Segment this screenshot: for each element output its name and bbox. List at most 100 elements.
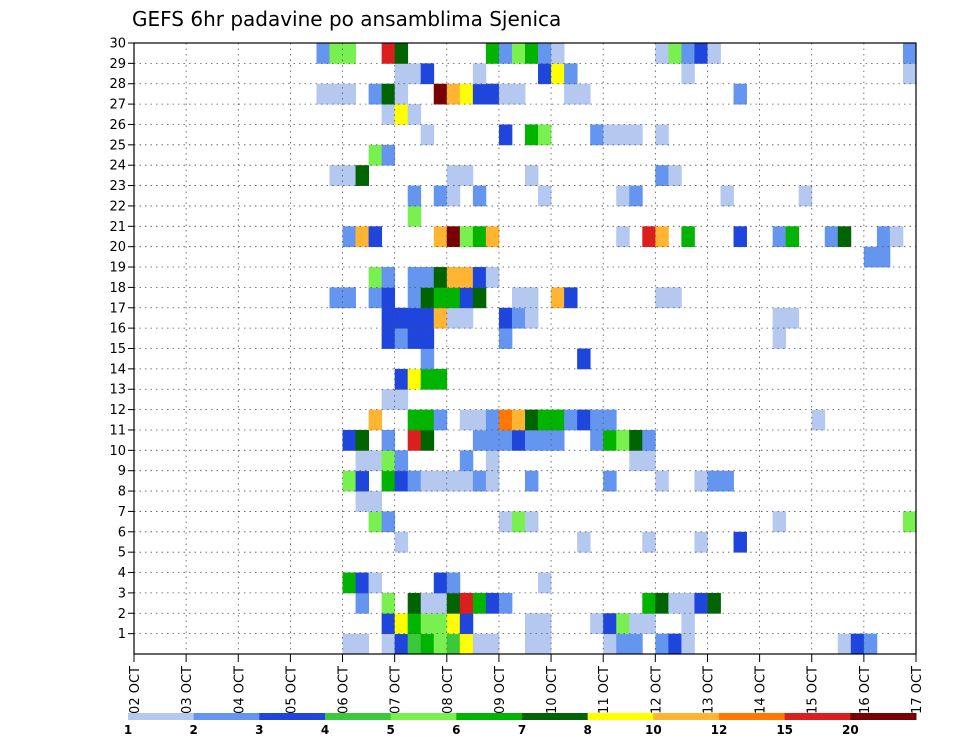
heatmap-cell [433, 267, 448, 288]
heatmap-cell [798, 185, 813, 207]
x-tick-label: 09 OCT [493, 666, 508, 714]
heatmap-cell [472, 83, 487, 105]
heatmap-cell [525, 287, 539, 309]
heatmap-cell [485, 592, 500, 614]
heatmap-cell [485, 633, 500, 655]
heatmap-cell [381, 613, 396, 635]
heatmap-cell [668, 165, 682, 186]
heatmap-cell [342, 83, 356, 105]
heatmap-cell [642, 450, 656, 472]
heatmap-cell [407, 328, 422, 349]
heatmap-cell [525, 633, 539, 655]
heatmap-cell [733, 531, 747, 553]
heatmap-cell [525, 307, 539, 329]
y-tick-label: 15 [109, 342, 126, 357]
heatmap-cell [472, 287, 487, 309]
y-tick-label: 5 [118, 546, 126, 561]
legend-swatch [719, 713, 786, 720]
heatmap-cell [720, 185, 734, 207]
heatmap-cell [863, 246, 878, 268]
heatmap-cell [342, 287, 356, 309]
heatmap-cell [564, 287, 578, 309]
heatmap-cell [459, 287, 474, 309]
heatmap-cell [498, 328, 513, 349]
legend-swatch [390, 713, 457, 720]
heatmap-cell [564, 409, 578, 431]
heatmap-cell [433, 83, 448, 105]
heatmap-cell [459, 307, 474, 329]
heatmap-cell [368, 450, 383, 472]
heatmap-cell [433, 470, 448, 492]
heatmap-cell [785, 226, 800, 248]
y-tick-label: 25 [109, 138, 126, 153]
heatmap-cell [381, 287, 396, 309]
heatmap-cell [551, 287, 565, 309]
heatmap-cell [420, 267, 435, 288]
heatmap-cell [433, 226, 448, 248]
y-tick-label: 22 [109, 199, 126, 214]
heatmap-cell [394, 83, 409, 105]
heatmap-cell [603, 409, 617, 431]
heatmap-cell [720, 470, 734, 492]
legend-swatch [784, 713, 851, 720]
heatmap-cell [446, 470, 461, 492]
heatmap-cell [485, 43, 500, 64]
legend-label: 20 [842, 723, 859, 737]
heatmap-cell [446, 572, 461, 594]
heatmap-cell [629, 450, 643, 472]
heatmap-cell [863, 633, 878, 655]
y-tick-label: 2 [118, 607, 126, 622]
heatmap-cell [733, 226, 747, 248]
x-tick-label: 10 OCT [545, 666, 560, 714]
x-tick-label: 11 OCT [597, 666, 612, 714]
y-tick-label: 3 [118, 586, 126, 601]
y-tick-label: 20 [109, 240, 126, 255]
legend-label: 12 [711, 723, 728, 737]
heatmap-cell [381, 267, 396, 288]
heatmap-cell [511, 511, 526, 533]
heatmap-cell [902, 43, 917, 64]
legend-swatch [193, 713, 260, 720]
grid-layer [134, 43, 916, 654]
heatmap-cell [655, 226, 669, 248]
heatmap-cell [655, 43, 669, 64]
heatmap-cell [394, 368, 409, 390]
y-tick-label: 27 [109, 98, 126, 113]
heatmap-cell [707, 43, 721, 64]
heatmap-cell [355, 491, 369, 512]
heatmap-cell [446, 307, 461, 329]
heatmap-cell [407, 409, 422, 431]
heatmap-cell [407, 287, 422, 309]
heatmap-cell [772, 226, 787, 248]
x-tick-label: 03 OCT [180, 666, 195, 714]
heatmap-cell [681, 43, 695, 64]
heatmap-cell [511, 409, 526, 431]
heatmap-cell [355, 226, 369, 248]
heatmap-cell [642, 592, 656, 614]
legend-swatch [522, 713, 589, 720]
heatmap-cell [407, 267, 422, 288]
heatmap-cell [433, 368, 448, 390]
heatmap-cell [655, 592, 669, 614]
heatmap-cell [381, 104, 396, 125]
x-tick-label: 04 OCT [232, 666, 247, 714]
heatmap-cell [446, 267, 461, 288]
heatmap-cell [525, 165, 539, 186]
heatmap-cell [407, 592, 422, 614]
heatmap-cell [459, 633, 474, 655]
heatmap-cell [590, 409, 604, 431]
heatmap-cell [655, 470, 669, 492]
heatmap-cell [420, 307, 435, 329]
legend-label: 5 [386, 723, 394, 737]
heatmap-cell [381, 450, 396, 472]
y-tick-label: 10 [109, 444, 126, 459]
y-tick-label: 4 [118, 566, 126, 581]
heatmap-cell [433, 572, 448, 594]
legend-label: 6 [452, 723, 460, 737]
y-tick-label: 17 [109, 301, 126, 316]
heatmap-cell [616, 429, 630, 451]
heatmap-cell [329, 287, 343, 309]
y-tick-label: 12 [109, 403, 126, 418]
heatmap-cell [616, 633, 630, 655]
heatmap-cell [355, 572, 369, 594]
